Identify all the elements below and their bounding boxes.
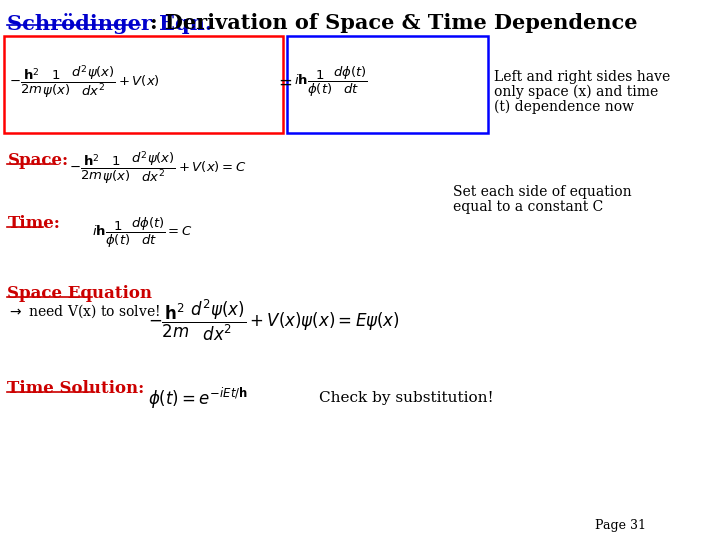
Text: $i\mathbf{h}\dfrac{1}{\phi(t)}\dfrac{d\phi(t)}{dt}=C$: $i\mathbf{h}\dfrac{1}{\phi(t)}\dfrac{d\p…: [92, 216, 193, 250]
Text: Set each side of equation: Set each side of equation: [453, 185, 631, 199]
Text: Check by substitution!: Check by substitution!: [319, 391, 493, 405]
Text: : Derivation of Space & Time Dependence: : Derivation of Space & Time Dependence: [150, 13, 637, 33]
Text: $=$: $=$: [275, 73, 292, 91]
Text: Space Equation: Space Equation: [7, 285, 153, 302]
Text: $i\mathbf{h}\dfrac{1}{\phi(t)}\dfrac{d\phi(t)}{dt}$: $i\mathbf{h}\dfrac{1}{\phi(t)}\dfrac{d\p…: [294, 65, 367, 99]
FancyBboxPatch shape: [4, 36, 283, 133]
Text: $\rightarrow$ need V(x) to solve!: $\rightarrow$ need V(x) to solve!: [7, 302, 161, 320]
Text: (t) dependence now: (t) dependence now: [494, 100, 634, 114]
Text: Left and right sides have: Left and right sides have: [494, 70, 670, 84]
Text: $-\dfrac{\mathbf{h}^2}{2m}\dfrac{d^2\psi(x)}{dx^2}+V(x)\psi(x)=E\psi(x)$: $-\dfrac{\mathbf{h}^2}{2m}\dfrac{d^2\psi…: [148, 298, 400, 343]
Text: only space (x) and time: only space (x) and time: [494, 85, 658, 99]
FancyBboxPatch shape: [287, 36, 487, 133]
Text: Schrödinger Eqn.: Schrödinger Eqn.: [7, 13, 212, 34]
Text: Space:: Space:: [7, 152, 68, 169]
Text: equal to a constant C: equal to a constant C: [453, 200, 603, 214]
Text: Time:: Time:: [7, 215, 60, 232]
Text: $\phi(t)=e^{-iEt/\mathbf{h}}$: $\phi(t)=e^{-iEt/\mathbf{h}}$: [148, 386, 248, 410]
Text: $-\dfrac{\mathbf{h}^2}{2m}\dfrac{1}{\psi(x)}\dfrac{d^2\psi(x)}{dx^2}+V(x)$: $-\dfrac{\mathbf{h}^2}{2m}\dfrac{1}{\psi…: [9, 64, 161, 100]
Text: $-\dfrac{\mathbf{h}^2}{2m}\dfrac{1}{\psi(x)}\dfrac{d^2\psi(x)}{dx^2}+V(x)=C$: $-\dfrac{\mathbf{h}^2}{2m}\dfrac{1}{\psi…: [69, 150, 247, 186]
Text: Time Solution:: Time Solution:: [7, 380, 145, 397]
Text: Page 31: Page 31: [595, 519, 647, 532]
